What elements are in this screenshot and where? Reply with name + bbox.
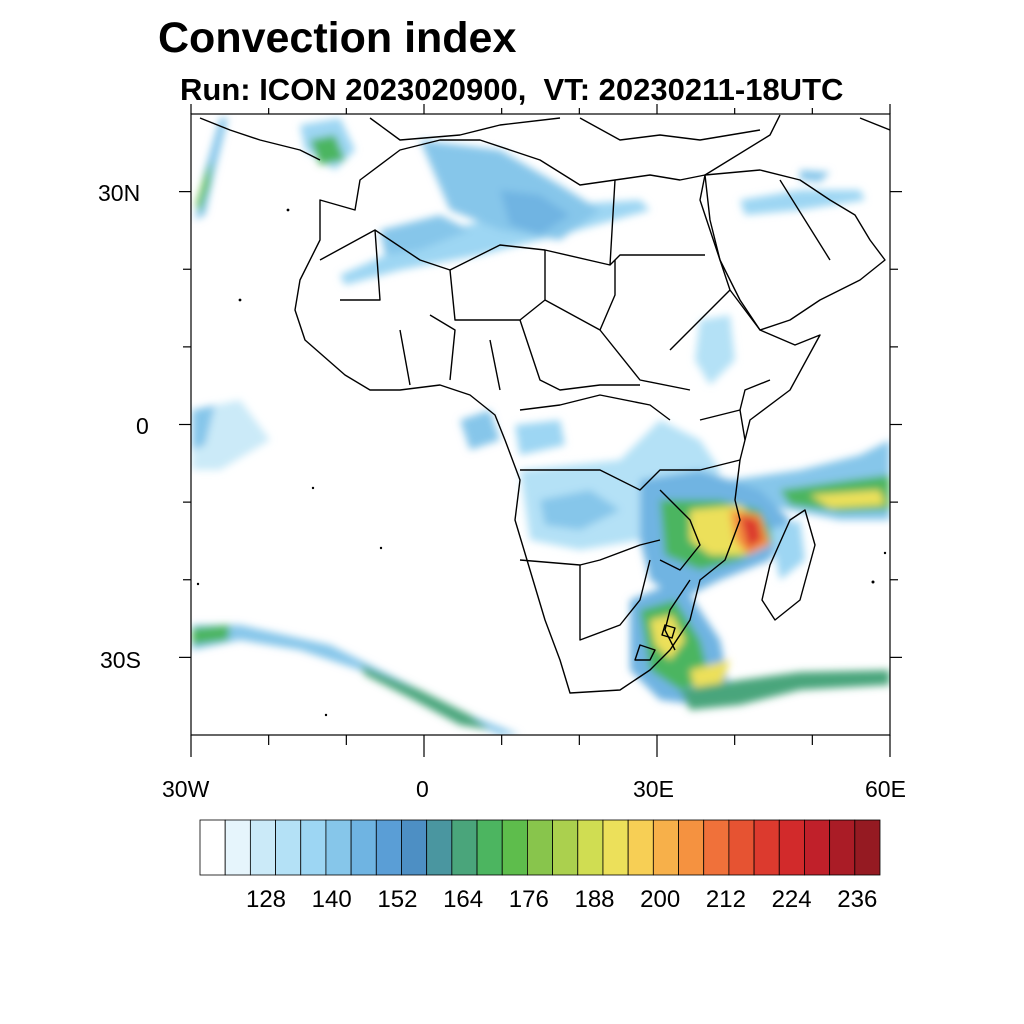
colorbar-tick-label: 188 <box>574 886 615 913</box>
colorbar-tick-label: 152 <box>377 886 418 913</box>
colorbar-swatch <box>652 819 679 876</box>
colorbar-swatch <box>678 819 705 876</box>
colorbar-swatch <box>829 819 856 876</box>
map-title: Convection index <box>158 14 517 62</box>
colorbar-swatch <box>350 819 377 876</box>
colorbar-swatch <box>778 819 805 876</box>
colorbar-swatch <box>426 819 453 876</box>
colorbar-tick-label: 200 <box>640 886 681 913</box>
colorbar-tick-label: 128 <box>245 886 287 913</box>
colorbar-swatch <box>527 819 553 876</box>
colorbar-tick-label: 224 <box>771 886 812 913</box>
lon-label-60e: 60E <box>865 776 906 802</box>
map-subtitle: Run: ICON 2023020900, VT: 20230211-18UTC <box>180 72 844 107</box>
lon-label-30w: 30W <box>162 776 210 802</box>
colorbar-swatch <box>552 819 579 876</box>
colorbar-swatch <box>804 819 831 876</box>
colorbar-swatch <box>249 819 276 876</box>
colorbar-swatch <box>627 819 654 876</box>
convection-shading <box>192 118 890 735</box>
colorbar-swatch <box>703 819 730 876</box>
colorbar-swatch <box>501 819 528 876</box>
colorbar-tick-label: 236 <box>837 886 878 913</box>
colorbar-swatch <box>602 819 629 876</box>
coastlines-and-borders <box>199 114 890 694</box>
colorbar-swatch <box>275 819 302 876</box>
colorbar-tick-label: 176 <box>508 886 549 913</box>
colorbar-tick-label: 212 <box>705 886 746 913</box>
lat-label-30s: 30S <box>100 647 141 673</box>
colorbar-swatch <box>224 819 251 876</box>
colorbar-swatch <box>728 819 755 876</box>
lat-label-30n: 30N <box>98 180 141 206</box>
lon-label-30e: 30E <box>633 776 674 802</box>
colorbar-swatch <box>451 819 478 876</box>
small-islands <box>196 208 887 717</box>
lon-label-0: 0 <box>416 776 429 802</box>
colorbar <box>199 819 881 876</box>
lat-label-0: 0 <box>136 413 149 439</box>
colorbar-swatch <box>199 819 226 876</box>
axis-ticks <box>179 104 902 757</box>
colorbar-tick-label: 140 <box>311 886 352 913</box>
colorbar-swatch <box>577 819 604 876</box>
colorbar-swatch <box>300 819 327 876</box>
colorbar-swatch <box>854 819 881 876</box>
colorbar-swatch <box>375 819 402 876</box>
colorbar-swatch <box>476 819 503 876</box>
colorbar-tick-label: 164 <box>443 886 484 913</box>
colorbar-swatch <box>325 819 352 876</box>
colorbar-swatch <box>401 819 428 876</box>
plot-area <box>192 114 890 735</box>
colorbar-swatch <box>753 819 780 876</box>
